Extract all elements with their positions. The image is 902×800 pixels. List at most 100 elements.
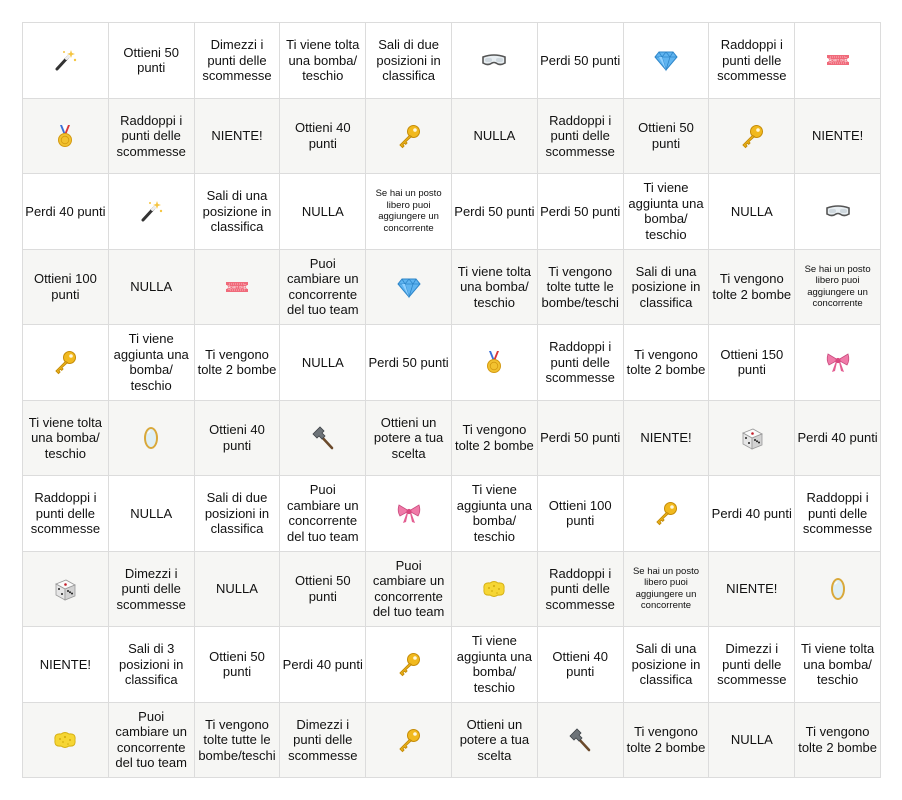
grid-cell-text: Raddoppi i punti delle scommesse (802, 490, 873, 536)
grid-cell: Perdi 50 punti (452, 174, 538, 250)
goggles-icon (825, 198, 851, 224)
grid-cell: NIENTE! (623, 400, 710, 476)
grid-cell-text: Ti viene tolta una bomba/ teschio (286, 37, 360, 83)
grid-cell-text: Ottieni 100 punti (548, 497, 612, 529)
svg-text:ADMIT ONE: ADMIT ONE (228, 285, 246, 289)
grid-cell: Ti viene tolta una bomba/ teschio (452, 249, 538, 325)
dice-icon (52, 576, 78, 602)
grid-cell-mirror-icon (795, 551, 881, 627)
grid-cell: Ottieni 50 punti (108, 23, 195, 99)
grid-cell: Ottieni 150 punti (709, 325, 796, 401)
grid-cell-text: Ti vengono tolte 2 bombe (798, 724, 877, 755)
grid-cell-text: Perdi 50 punti (540, 52, 621, 68)
grid-cell-text: Ottieni 50 punti (294, 573, 351, 604)
grid-cell-text: Raddoppi i punti delle scommesse (116, 112, 186, 159)
ticket-icon: ADMIT ONE (825, 47, 851, 73)
grid-cell: NIENTE! (709, 551, 796, 627)
grid-cell-text: NULLA (301, 354, 344, 370)
grid-cell-text: Puoi cambiare un concorrente del tuo tea… (287, 255, 359, 318)
grid-cell: Raddoppi i punti delle scommesse (537, 551, 624, 627)
grid-cell-key-icon (366, 627, 452, 703)
grid-cell-text: Dimezzi i punti delle scommesse (717, 641, 787, 687)
grid-cell-text: Puoi cambiare un concorrente del tuo tea… (372, 557, 445, 620)
grid-cell-text: Ottieni 40 punti (552, 648, 609, 680)
grid-cell-text: Ti vengono tolte 2 bombe (626, 346, 706, 378)
grid-cell: Ottieni 40 punti (280, 98, 367, 174)
grid-cell: NULLA (452, 98, 538, 174)
grid-cell: Ottieni 50 punti (623, 98, 710, 174)
grid-cell-text: Dimezzi i punti delle scommesse (116, 565, 186, 612)
grid-cell: Perdi 50 punti (366, 325, 452, 401)
grid-cell-text: Perdi 50 punti (368, 354, 449, 370)
grid-cell-text: Sali di 3 posizioni in classifica (119, 641, 184, 687)
grid-cell: NIENTE! (23, 627, 109, 703)
grid-cell-text: Ti vengono tolte 2 bombe (455, 422, 534, 453)
grid-cell-text: Perdi 40 punti (25, 203, 106, 219)
grid-cell: NULLA (709, 174, 796, 250)
mirror-icon (138, 425, 164, 451)
grid-cell-text: NULLA (301, 203, 344, 219)
grid-cell: Ti vengono tolte 2 bombe (194, 325, 281, 401)
grid-cell-text: NIENTE! (211, 128, 263, 143)
grid-cell-text: Ottieni un potere a tua scelta (373, 414, 444, 461)
grid-cell: Ti vengono tolte tutte le bombe/teschi (194, 702, 281, 778)
grid-cell-key-icon (23, 325, 109, 401)
grid-cell: Ti vengono tolte 2 bombe (623, 325, 710, 401)
grid-cell: Se hai un posto libero puoi aggiungere u… (795, 249, 881, 325)
grid-cell-text: Sali di due posizioni in classifica (204, 490, 270, 536)
grid-cell-dice-icon (709, 400, 796, 476)
grid-cell: Ti viene tolta una bomba/ teschio (280, 23, 367, 99)
grid-cell: Dimezzi i punti delle scommesse (194, 23, 281, 99)
dice-icon (739, 425, 765, 451)
grid-cell-ticket-icon: ADMIT ONE (194, 249, 281, 325)
ticket-icon: ADMIT ONE (224, 274, 250, 300)
grid-cell: Sali di una posizione in classifica (623, 249, 710, 325)
grid-cell-text: NULLA (730, 203, 773, 219)
grid-cell-text: Perdi 40 punti (282, 656, 363, 672)
key-icon (52, 349, 78, 375)
grid-cell-text: Raddoppi i punti delle scommesse (545, 112, 615, 159)
grid-cell-text: Ottieni 150 punti (720, 346, 784, 378)
grid-cell: NULLA (108, 249, 195, 325)
grid-cell: Puoi cambiare un concorrente del tuo tea… (108, 702, 195, 778)
grid-cell-text: Raddoppi i punti delle scommesse (30, 490, 101, 536)
grid-cell: Perdi 40 punti (795, 400, 881, 476)
ribbon-icon (396, 500, 422, 526)
grid-cell: Ti viene aggiunta una bomba/ teschio (623, 174, 710, 250)
grid-cell-text: NIENTE! (640, 430, 692, 445)
grid-cell: Perdi 50 punti (537, 400, 624, 476)
grid-cell: NULLA (108, 476, 195, 552)
gem-icon (653, 47, 679, 73)
grid-cell: Sali di una posizione in classifica (194, 174, 281, 250)
grid-cell: Puoi cambiare un concorrente del tuo tea… (280, 476, 367, 552)
grid-cell-text: Perdi 50 punti (454, 203, 535, 219)
grid-cell: Ottieni 50 punti (280, 551, 367, 627)
grid-cell-ribbon-icon (795, 325, 881, 401)
grid-cell: Ti viene aggiunta una bomba/ teschio (452, 476, 538, 552)
prize-grid: Ottieni 50 punti Dimezzi i punti delle sc… (22, 22, 881, 778)
grid-cell-text: Sali di una posizione in classifica (202, 188, 272, 234)
grid-cell-text: Raddoppi i punti delle scommesse (545, 565, 615, 612)
grid-cell: Sali di due posizioni in classifica (194, 476, 281, 552)
grid-cell: Sali di una posizione in classifica (623, 627, 710, 703)
grid-cell: Raddoppi i punti delle scommesse (108, 98, 195, 174)
grid-cell: Ti viene tolta una bomba/ teschio (23, 400, 109, 476)
grid-cell-gem-icon (623, 23, 710, 99)
grid-cell: Raddoppi i punti delle scommesse (795, 476, 881, 552)
grid-cell-text: Ottieni 50 punti (209, 648, 265, 680)
key-icon (396, 727, 422, 753)
grid-cell: Ti vengono tolte 2 bombe (623, 702, 710, 778)
grid-cell-text: Ottieni un potere a tua scelta (459, 716, 530, 763)
wand-icon (138, 198, 164, 224)
grid-cell: Perdi 50 punti (537, 23, 624, 99)
grid-cell: Ti vengono tolte 2 bombe (452, 400, 538, 476)
grid-cell: Se hai un posto libero puoi aggiungere u… (366, 174, 452, 250)
grid-cell-text: NULLA (216, 581, 258, 596)
grid-cell-text: Ottieni 40 punti (294, 120, 351, 151)
grid-cell-text: Sali di due posizioni in classifica (376, 37, 441, 83)
hammer-icon (310, 425, 336, 451)
grid-cell: NIENTE! (194, 98, 281, 174)
grid-cell-text: Ottieni 50 punti (638, 120, 694, 151)
grid-cell-key-icon (623, 476, 710, 552)
grid-cell-text: Puoi cambiare un concorrente del tuo tea… (115, 708, 187, 771)
